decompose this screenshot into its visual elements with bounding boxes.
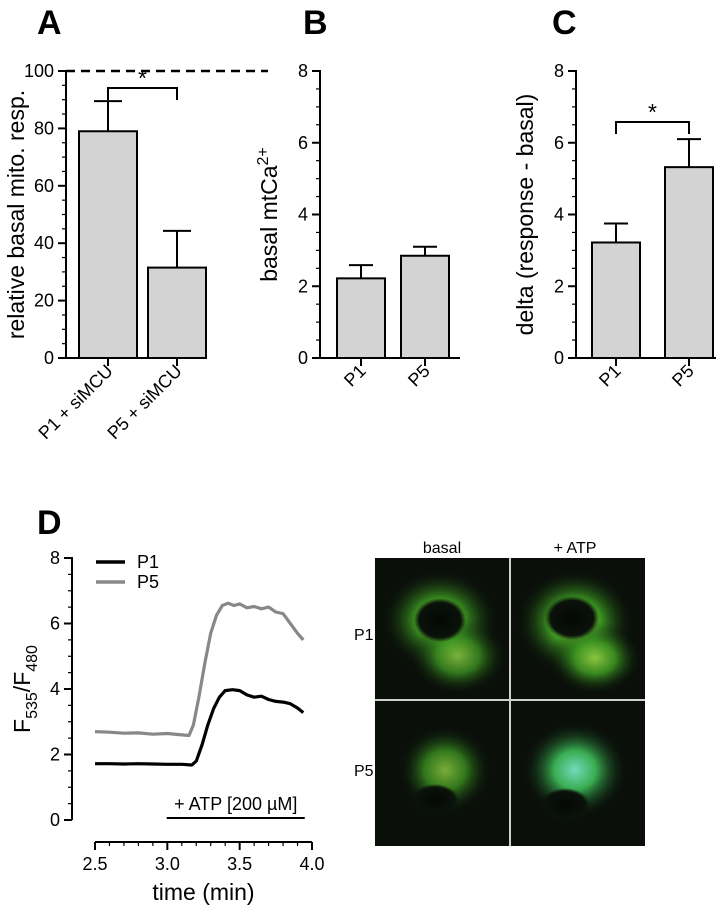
d-legend-label: P1	[137, 552, 159, 572]
panel-label-b: B	[303, 4, 328, 42]
d-ylabel-part: F	[9, 719, 35, 733]
a-ytick-label: 40	[34, 233, 54, 253]
b-ylabel-superscript: 2+	[255, 147, 272, 165]
d-ytick-label: 8	[50, 548, 60, 568]
a-xtick-label: P5 + siMCU	[103, 361, 185, 443]
b-ytick-label: 8	[298, 61, 308, 81]
micrograph-row-label-p1: P1	[354, 627, 374, 644]
b-ytick-label: 2	[298, 276, 308, 296]
d-ylabel: F535/F480	[9, 645, 41, 733]
d-xtick-label: 3.5	[227, 854, 252, 874]
micrograph-grid: basal + ATP P1 P5	[354, 540, 645, 846]
c-ytick-label: 4	[554, 205, 564, 225]
a-bar	[78, 130, 138, 359]
c-significance-bracket	[615, 121, 690, 134]
micrograph-p5-atp	[523, 722, 627, 822]
micrograph-col-label-atp: + ATP	[554, 540, 597, 557]
b-xtick-label: P1	[340, 361, 370, 391]
a-significance-bracket	[107, 87, 178, 100]
c-ytick-label: 0	[554, 348, 564, 368]
a-bar	[147, 266, 207, 359]
d-series-line-p1	[95, 688, 305, 767]
c-ytick-label: 2	[554, 276, 564, 296]
c-xtick-label: P5	[668, 361, 698, 391]
c-xtick-label: P1	[595, 361, 625, 391]
c-bar	[664, 166, 714, 359]
b-ytick-label: 0	[298, 348, 308, 368]
a-ytick-label: 0	[44, 348, 54, 368]
d-ytick-label: 4	[50, 679, 60, 699]
panel-c-chart: 0 2 4 6 8 P1 P5 delta (response - basal) *	[512, 61, 716, 390]
d-ytick-label: 2	[50, 745, 60, 765]
b-ylabel: basal mtCa2+	[255, 147, 282, 282]
d-legend-label: P5	[137, 572, 159, 592]
b-bar	[336, 277, 386, 360]
micrograph-p1-basal	[382, 570, 506, 694]
panel-label-d: D	[37, 504, 62, 542]
a-ytick-label: 20	[34, 291, 54, 311]
a-ytick-label: 80	[34, 118, 54, 138]
micrograph-p1-atp	[517, 570, 641, 694]
d-ylabel-part: 535	[24, 692, 41, 719]
c-ylabel: delta (response - basal)	[512, 94, 538, 336]
d-xtick-label: 3.0	[155, 854, 180, 874]
panel-d-chart: 0 2 4 6 8 2.5 3.0 3.5 4.0 time (min) F535/F480 P1P5…	[9, 548, 325, 905]
a-ytick-label: 60	[34, 176, 54, 196]
b-bar	[400, 254, 450, 360]
a-ylabel: relative basal mito. resp.	[3, 90, 29, 339]
d-ylabel-part: /F	[9, 672, 35, 692]
c-ytick-label: 8	[554, 61, 564, 81]
panel-b-chart: 0 2 4 6 8 P1 P5 basal mtCa2+	[255, 61, 460, 390]
c-ytick-label: 6	[554, 133, 564, 153]
panel-label-a: A	[37, 4, 62, 42]
c-significance-star: *	[648, 99, 657, 125]
micrograph-col-label-basal: basal	[423, 540, 461, 557]
d-xtick-label: 2.5	[82, 854, 107, 874]
d-series-line-p5	[94, 601, 305, 738]
a-significance-star: *	[138, 65, 147, 91]
a-ytick-label: 100	[24, 61, 54, 81]
d-annotation-label: + ATP [200 µM]	[174, 794, 297, 814]
c-bar	[591, 241, 641, 359]
panel-label-c: C	[552, 4, 577, 42]
d-xlabel: time (min)	[152, 879, 254, 905]
b-ytick-label: 6	[298, 133, 308, 153]
b-xtick-label: P5	[404, 361, 434, 391]
micrograph-p5-basal	[399, 726, 491, 816]
micrograph-row-label-p5: P5	[354, 763, 374, 780]
d-ylabel-part: 480	[24, 645, 41, 672]
d-ytick-label: 0	[50, 810, 60, 830]
b-ytick-label: 4	[298, 205, 308, 225]
d-ytick-label: 6	[50, 614, 60, 634]
d-xtick-label: 4.0	[299, 854, 324, 874]
